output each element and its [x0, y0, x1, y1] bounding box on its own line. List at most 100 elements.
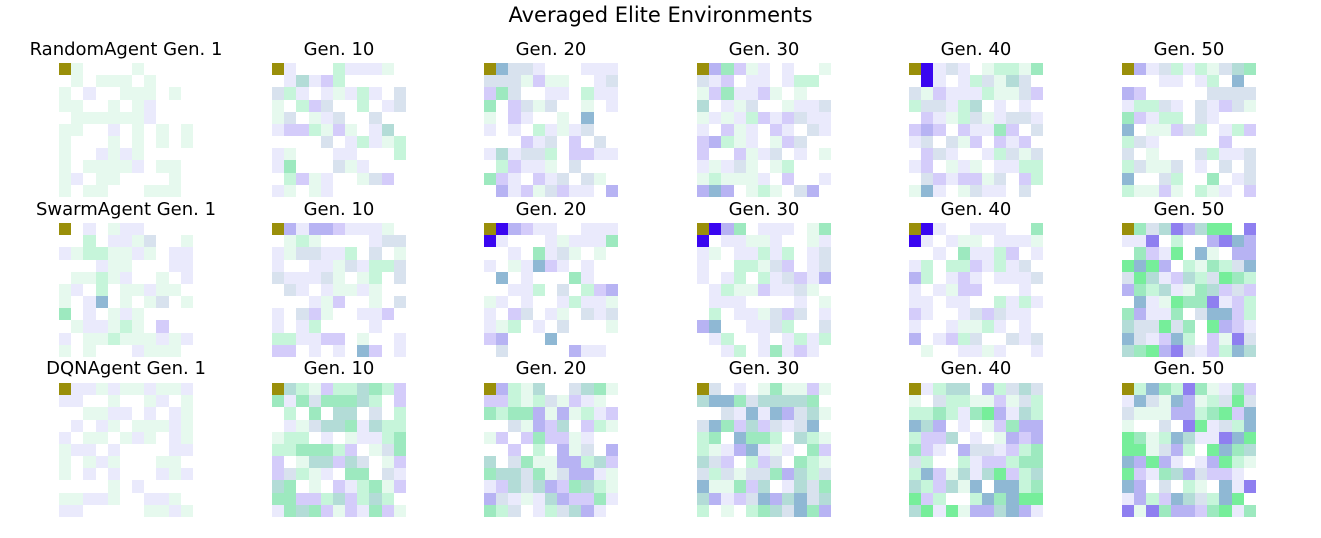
heatmap-cell [557, 136, 570, 149]
heatmap-cell [921, 184, 934, 197]
heatmap-cell [296, 160, 309, 173]
heatmap-cell [1134, 492, 1147, 505]
heatmap-cell [957, 283, 970, 297]
heatmap-cell [569, 407, 582, 420]
heatmap-cell [496, 259, 509, 272]
heatmap-cell [794, 63, 807, 76]
heatmap-cell [180, 395, 193, 408]
heatmap-cell [593, 308, 606, 321]
heatmap-cell [95, 296, 108, 309]
heatmap-cell [1207, 75, 1220, 88]
heatmap-cell [1219, 75, 1232, 88]
heatmap-cell [393, 296, 406, 309]
heatmap-cell [320, 75, 333, 88]
heatmap-cell [994, 344, 1007, 357]
heatmap-cell [1207, 419, 1220, 432]
heatmap-cell [107, 468, 120, 481]
heatmap-cell [721, 223, 734, 236]
heatmap-cell [697, 87, 710, 100]
heatmap-cell [794, 492, 807, 505]
heatmap-cell [982, 271, 995, 284]
heatmap-cell [1006, 480, 1019, 493]
heatmap-cell [1030, 468, 1043, 481]
heatmap-cell [605, 332, 618, 345]
heatmap-cell [1231, 123, 1244, 137]
heatmap-cell [544, 235, 558, 248]
heatmap-cell [180, 123, 193, 137]
heatmap-cell [757, 296, 771, 309]
heatmap-cell [1122, 123, 1135, 137]
heatmap-cell [345, 63, 358, 76]
heatmap-cell [1018, 111, 1031, 124]
heatmap-cell [59, 431, 72, 444]
heatmap-cell [332, 160, 346, 173]
heatmap-cell [806, 308, 819, 321]
heatmap-cell [745, 87, 758, 100]
heatmap-cell [381, 63, 394, 76]
heatmap-cell [320, 344, 333, 357]
heatmap-cell [496, 344, 509, 357]
heatmap-cell [782, 172, 795, 185]
heatmap-cell [982, 283, 995, 297]
heatmap-cell [484, 407, 497, 420]
heatmap-cell [168, 160, 181, 173]
heatmap-cell [332, 111, 346, 124]
heatmap-cell [982, 407, 995, 420]
heatmap-cell [1170, 63, 1183, 76]
heatmap-cell [1134, 111, 1147, 124]
heatmap-cell [1146, 383, 1159, 396]
heatmap-cell [933, 223, 946, 236]
heatmap-cell [1122, 184, 1135, 197]
heatmap-cell [357, 271, 370, 284]
heatmap-cell [520, 504, 533, 517]
heatmap-cell [757, 99, 771, 112]
heatmap-cell [721, 492, 734, 505]
heatmap-cell [369, 308, 382, 321]
heatmap-cell [369, 87, 382, 100]
heatmap-cell [71, 271, 84, 284]
heatmap-cell [1030, 184, 1043, 197]
heatmap-cell [1134, 308, 1147, 321]
heatmap-cell [180, 87, 193, 100]
heatmap-cell [933, 87, 946, 100]
heatmap-cell [532, 431, 545, 444]
heatmap-cell [95, 431, 108, 444]
heatmap-cell [818, 99, 831, 112]
heatmap-cell [1170, 87, 1183, 100]
heatmap-cell [296, 247, 309, 260]
heatmap-cell [581, 63, 594, 76]
heatmap-cell [593, 320, 606, 333]
heatmap-cell [532, 344, 545, 357]
heatmap-cell [1182, 308, 1196, 321]
heatmap-cell [581, 431, 594, 444]
heatmap-cell [593, 344, 606, 357]
heatmap-cell [132, 247, 145, 260]
heatmap-cell [982, 395, 995, 408]
heatmap-cell [557, 123, 570, 137]
heatmap-cell [1158, 468, 1171, 481]
heatmap-cell [1207, 136, 1220, 149]
heatmap-cell [593, 283, 606, 297]
heatmap-cell [593, 223, 606, 236]
heatmap-cell [721, 504, 734, 517]
heatmap-cell [1122, 87, 1135, 100]
heatmap-cell [569, 123, 582, 137]
heatmap-cell [921, 235, 934, 248]
heatmap-cell [733, 431, 746, 444]
heatmap-cell [1243, 271, 1256, 284]
goal-cell [1122, 223, 1135, 236]
heatmap-cell [1231, 407, 1244, 420]
heatmap-cell [709, 271, 722, 284]
heatmap-swarmagent-gen-50 [1122, 223, 1256, 357]
heatmap-cell [1207, 296, 1220, 309]
heatmap-cell [1018, 419, 1031, 432]
heatmap-cell [745, 504, 758, 517]
heatmap-cell [345, 87, 358, 100]
heatmap-cell [1195, 308, 1208, 321]
heatmap-cell [933, 271, 946, 284]
heatmap-cell [180, 344, 193, 357]
heatmap-cell [569, 172, 582, 185]
heatmap-cell [1219, 136, 1232, 149]
heatmap-cell [818, 247, 831, 260]
heatmap-cell [921, 344, 934, 357]
